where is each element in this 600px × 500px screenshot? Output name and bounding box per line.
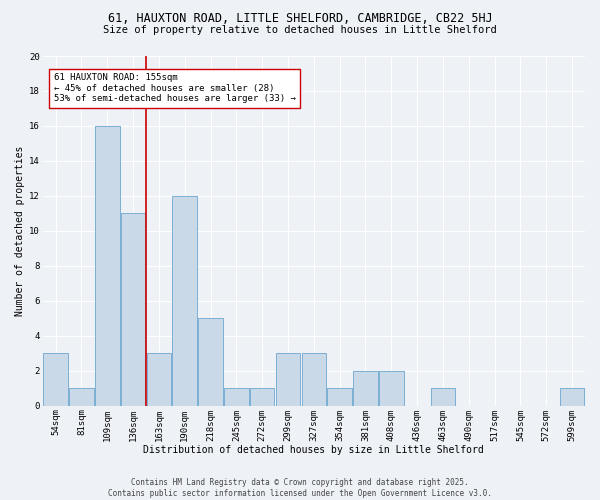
Text: Contains HM Land Registry data © Crown copyright and database right 2025.
Contai: Contains HM Land Registry data © Crown c…	[108, 478, 492, 498]
Bar	[250, 388, 274, 406]
Bar	[95, 126, 119, 406]
Bar	[224, 388, 248, 406]
Text: 61 HAUXTON ROAD: 155sqm
← 45% of detached houses are smaller (28)
53% of semi-de: 61 HAUXTON ROAD: 155sqm ← 45% of detache…	[53, 74, 295, 104]
Bar	[121, 214, 145, 406]
X-axis label: Distribution of detached houses by size in Little Shelford: Distribution of detached houses by size …	[143, 445, 484, 455]
Bar	[302, 354, 326, 406]
Bar	[172, 196, 197, 406]
Text: 61, HAUXTON ROAD, LITTLE SHELFORD, CAMBRIDGE, CB22 5HJ: 61, HAUXTON ROAD, LITTLE SHELFORD, CAMBR…	[107, 12, 493, 26]
Bar	[431, 388, 455, 406]
Bar	[353, 371, 378, 406]
Bar	[328, 388, 352, 406]
Bar	[379, 371, 404, 406]
Bar	[146, 354, 171, 406]
Bar	[560, 388, 584, 406]
Bar	[276, 354, 300, 406]
Bar	[69, 388, 94, 406]
Text: Size of property relative to detached houses in Little Shelford: Size of property relative to detached ho…	[103, 25, 497, 35]
Bar	[43, 354, 68, 406]
Y-axis label: Number of detached properties: Number of detached properties	[15, 146, 25, 316]
Bar	[198, 318, 223, 406]
